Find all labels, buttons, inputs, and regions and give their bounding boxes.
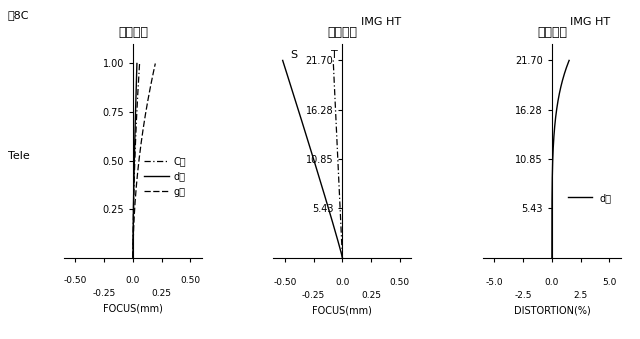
Title: 非点収差: 非点収差 (328, 26, 357, 39)
Text: 5.0: 5.0 (602, 278, 616, 287)
Text: -0.50: -0.50 (273, 278, 297, 287)
Title: 球面収差: 球面収差 (118, 26, 148, 39)
Text: T: T (331, 51, 338, 60)
Text: Tele: Tele (8, 151, 29, 161)
Text: IMG HT: IMG HT (361, 17, 401, 27)
Text: 0.50: 0.50 (390, 278, 410, 287)
Text: -0.25: -0.25 (302, 291, 325, 300)
Text: 0.25: 0.25 (152, 289, 172, 298)
Text: 0.0: 0.0 (335, 278, 349, 287)
Text: 0.0: 0.0 (125, 276, 140, 285)
Title: 歪曲収差: 歪曲収差 (537, 26, 567, 39)
Text: FOCUS(mm): FOCUS(mm) (312, 306, 372, 316)
Text: DISTORTION(%): DISTORTION(%) (513, 306, 590, 316)
Text: IMG HT: IMG HT (570, 17, 611, 27)
Text: 0.0: 0.0 (545, 278, 559, 287)
Legend: C線, d線, g線: C線, d線, g線 (141, 152, 190, 201)
Legend: d線: d線 (564, 189, 616, 207)
Text: 図8C: 図8C (8, 10, 29, 20)
Text: -2.5: -2.5 (515, 291, 532, 300)
Text: FOCUS(mm): FOCUS(mm) (103, 303, 163, 313)
Text: -0.25: -0.25 (93, 289, 116, 298)
Text: 0.50: 0.50 (180, 276, 200, 285)
Text: -5.0: -5.0 (486, 278, 503, 287)
Text: S: S (291, 51, 298, 60)
Text: -0.50: -0.50 (64, 276, 87, 285)
Text: 0.25: 0.25 (361, 291, 381, 300)
Text: 2.5: 2.5 (573, 291, 588, 300)
